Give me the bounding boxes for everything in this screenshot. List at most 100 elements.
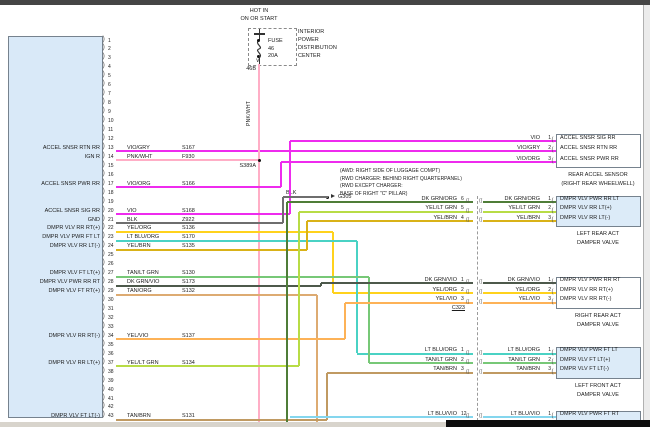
module-pin-signal-label: IGN R [84, 153, 100, 160]
wire-color-label: TAN/LT GRN [425, 356, 457, 363]
connector-pin-number: 2 [548, 286, 551, 293]
module-pin-bracket: ) [102, 393, 105, 401]
module-pin-number: 18 [108, 189, 114, 196]
module-pin-number: 4 [108, 64, 111, 71]
module-pin-number: 2 [108, 46, 111, 53]
module-pin-bracket: ) [102, 62, 105, 70]
module-pin-number: 1 [108, 37, 111, 44]
wire-tan-brn [326, 372, 328, 420]
module-pin-number: 13 [108, 144, 114, 151]
module-pin-bracket: ) [102, 44, 105, 52]
connector-pin-signal-label: DMPR VLV FT LT(-) [560, 366, 609, 372]
module-pin-signal-label: DMPR VLV RR LT(-) [49, 243, 100, 250]
splice-label: S167 [182, 144, 195, 151]
wire-color-label: VIO/ORG [127, 180, 151, 187]
wire-vio-org [116, 186, 281, 189]
wire-color-label: LT BLU/VIO [510, 410, 540, 417]
connector-caption: (RIGHT REAR WHEELWELL) [561, 180, 635, 187]
fuse-box-outline [248, 28, 297, 66]
hot-in-label-line2: ON OR START [240, 15, 278, 22]
pdc-label-line2: POWER [298, 37, 319, 43]
wire-vio [289, 141, 291, 215]
module-pin-signal-label: ACCEL SNSR PWR RR [41, 180, 100, 187]
splice-label: S136 [182, 225, 195, 232]
connector-pin-bracket: ( [551, 349, 554, 356]
connector-pin-signal-label: DMPR VLV RR RT(-) [560, 296, 612, 302]
connector-pin-bracket: ( [551, 298, 554, 305]
c323-bracket-left: (( [466, 279, 470, 285]
wire-color-label: LT BLU/ORG [507, 347, 540, 353]
c323-pin-number: 6 [461, 195, 464, 202]
module-pin-number: 35 [108, 341, 114, 348]
module-pin-bracket: ) [102, 339, 105, 347]
module-pin-number: 36 [108, 350, 114, 357]
module-pin-bracket: ) [102, 321, 105, 329]
module-pin-number: 32 [108, 314, 114, 321]
connector-pin-bracket: ( [551, 147, 554, 154]
wire-tan-brn [116, 418, 327, 421]
c323-pin-number: 1 [461, 347, 464, 353]
module-pin-bracket: ) [102, 286, 105, 294]
wire-color-label: LT BLU/VIO [427, 410, 457, 417]
wire-color-label: BLK [127, 216, 138, 223]
module-pin-bracket: ) [102, 142, 105, 150]
splice-label: S135 [182, 243, 195, 250]
c323-bracket-left: (( [466, 359, 470, 365]
wire-color-label: PNK/WHT [127, 153, 153, 160]
wire-yel-brn [116, 248, 307, 251]
c323-bracket-left: (( [466, 349, 470, 356]
module-pin-signal-label: DMPR VLV RR RT(-) [48, 332, 100, 339]
module-pin-number: 27 [108, 270, 114, 277]
pnk-wht-vertical-label: PNK/WHT [246, 100, 252, 126]
wire-color-label: YEL/VIO [435, 296, 457, 302]
wire-yel-org [332, 231, 334, 293]
module-pin-bracket: ) [102, 232, 105, 240]
module-pin-bracket: ) [102, 89, 105, 97]
ground-note-line2: (RWD CHARGER: BEHIND RIGHT QUARTERPANEL) [340, 175, 462, 182]
module-pin-number: 30 [108, 297, 114, 304]
module-pin-number: 19 [108, 198, 114, 205]
module-pin-bracket: ) [102, 178, 105, 186]
module-pin-bracket: ) [102, 98, 105, 106]
connector-pin-signal-label: DMPR VLV PWR FT LT [560, 347, 618, 353]
connector-pin-number: 2 [548, 356, 551, 363]
module-pin-number: 20 [108, 207, 114, 214]
connector-pin-signal-label: DMPR VLV RR LT(-) [560, 214, 611, 221]
wire-blk [282, 197, 284, 223]
module-pin-bracket: ) [102, 330, 105, 338]
connector-pin-bracket: ( [551, 217, 554, 223]
module-pin-bracket: ) [102, 71, 105, 79]
wire-vio-org [280, 162, 282, 188]
fuse-top-tick [254, 33, 265, 35]
wire-color-label: YEL/ORG [515, 286, 540, 293]
module-pin-bracket: ) [102, 35, 105, 43]
module-pin-bracket: ) [102, 295, 105, 303]
connector-pin-signal-label: ACCEL SNSR PWR RR [560, 155, 619, 162]
pdc-label-line3: DISTRIBUTION [298, 45, 337, 51]
pdc-label-line1: INTERIOR [298, 29, 325, 35]
connector-pin-bracket: ( [551, 207, 554, 214]
ground-note-line1: (AWD: RIGHT SIDE OF LUGGAGE COMPT) [340, 168, 441, 174]
wire-vio-gry [116, 150, 556, 153]
connector-box-right_rear_damper [556, 277, 641, 309]
wire-tan-brn [483, 371, 556, 374]
wire-color-label: YEL/BRN [433, 214, 457, 221]
module-pin-number: 15 [108, 162, 114, 169]
c323-bracket-right: (( [479, 289, 483, 295]
connector-pin-number: 1 [548, 195, 551, 202]
window-top-edge [0, 0, 650, 5]
wire-tan-lt-grn [369, 362, 473, 364]
ground-note-line3: (RWD EXCEPT CHARGER: [340, 183, 403, 189]
connector-pin-bracket: ( [551, 359, 554, 365]
c323-connector-label[interactable]: C323 [451, 305, 465, 311]
wire-lt-blu-org [356, 240, 358, 354]
module-pin-number: 11 [108, 127, 114, 133]
right-scrollbar[interactable] [643, 5, 650, 420]
splice-label: S134 [182, 359, 195, 366]
connector-pin-number: 1 [548, 276, 551, 283]
module-pin-bracket: ) [102, 223, 105, 231]
wire-yel-vio [483, 301, 556, 304]
splice-label: S173 [182, 279, 195, 286]
connector-box-rear_accel_sensor [556, 134, 641, 168]
module-pin-bracket: ) [102, 250, 105, 258]
